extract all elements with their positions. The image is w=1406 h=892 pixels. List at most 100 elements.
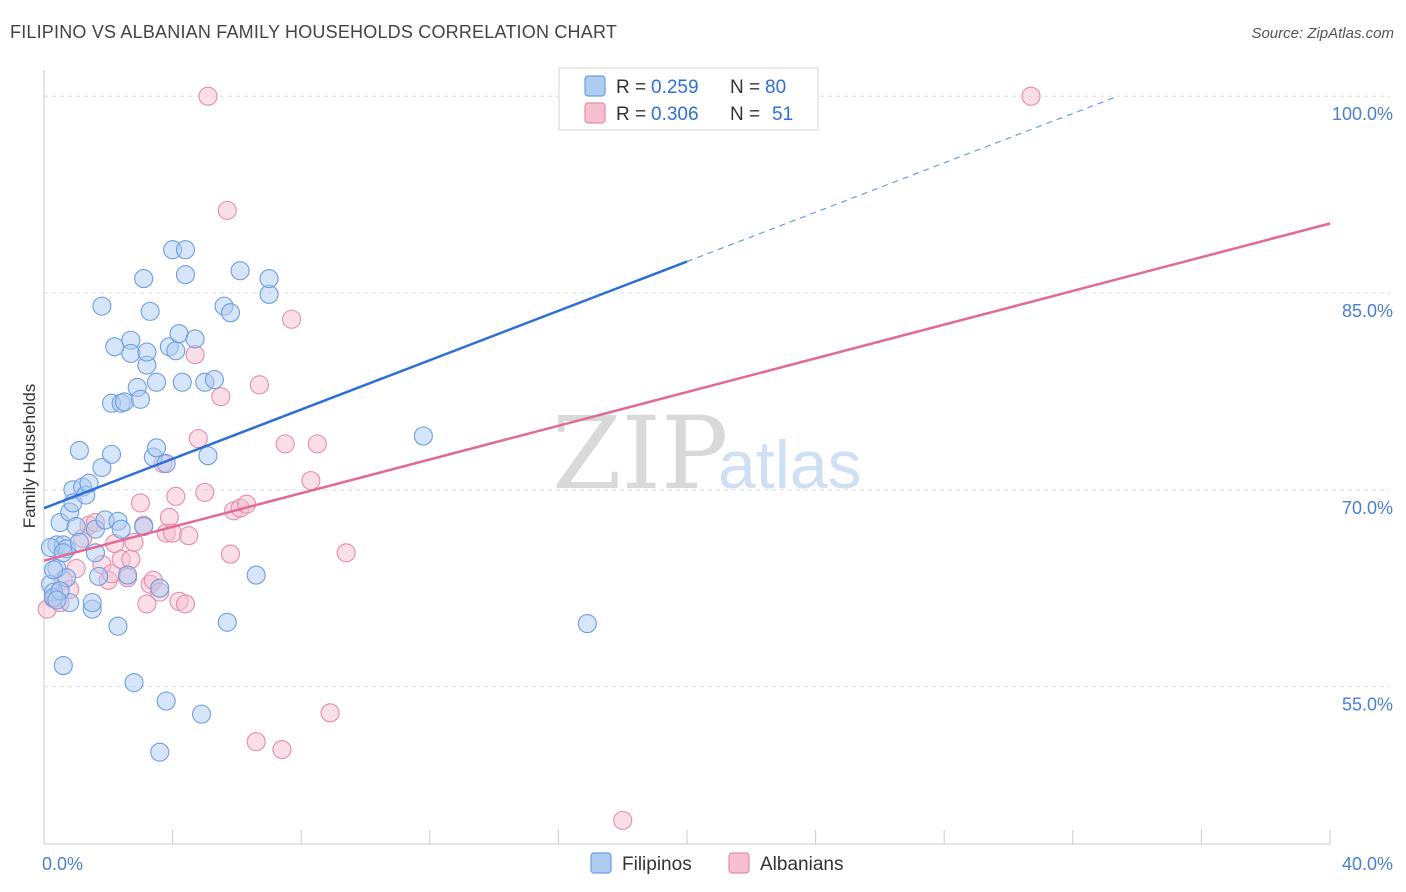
legend-r-label-1: R = [616, 77, 646, 98]
legend-r-value-2: 0.306 [651, 104, 699, 125]
filipino-point-41 [130, 389, 150, 409]
filipino-point-43 [134, 269, 154, 289]
filipino-point-50 [150, 578, 170, 598]
filipino-point-58 [172, 372, 192, 392]
y-tick-label-0: 100.0% [1332, 104, 1393, 124]
legend-n-label-1: N = [730, 77, 760, 98]
filipino-point-36 [118, 565, 138, 585]
watermark: ZIP atlas [552, 395, 862, 512]
y-tick-label-2: 70.0% [1342, 498, 1393, 518]
filipino-point-39 [124, 673, 144, 693]
filipino-point-62 [191, 704, 212, 724]
filipino-point-68 [220, 303, 241, 323]
albanian-point-36 [217, 200, 237, 220]
filipino-point-24 [89, 566, 109, 586]
filipino-point-25 [92, 296, 112, 316]
grid-lines [44, 95, 1390, 688]
legend-r-value-1: 0.259 [651, 77, 699, 98]
filipino-point-77 [47, 590, 67, 610]
albanian-point-19 [137, 594, 157, 614]
filipino-point-67 [217, 612, 237, 632]
albanian-point-41 [246, 732, 266, 752]
filipino-point-60 [175, 265, 196, 285]
albanian-point-44 [275, 434, 295, 454]
albanians-points [37, 86, 1041, 830]
legend-swatch-blue [584, 75, 606, 97]
albanian-point-48 [320, 703, 340, 723]
chart-source: Source: ZipAtlas.com [1251, 25, 1394, 42]
filipino-point-38 [121, 343, 141, 363]
series-swatch-albanians [728, 852, 750, 874]
watermark-atlas: atlas [718, 427, 862, 503]
legend-n-value-2: 51 [772, 104, 793, 125]
filipino-point-56 [166, 341, 186, 361]
filipino-point-65 [204, 370, 224, 390]
albanian-point-49 [336, 543, 356, 563]
axes [43, 70, 1331, 845]
x-tick-label-1: 40.0% [1342, 854, 1393, 874]
series-swatch-filipinos [590, 852, 612, 874]
filipino-point-48 [146, 438, 167, 458]
filipino-point-49 [146, 372, 167, 392]
filipino-point-74 [577, 614, 597, 634]
filipino-point-64 [198, 446, 218, 466]
albanian-point-43 [272, 739, 292, 760]
chart-title: FILIPINO VS ALBANIAN FAMILY HOUSEHOLDS C… [10, 22, 618, 42]
albanian-point-45 [282, 309, 302, 329]
filipino-point-33 [111, 519, 131, 539]
filipino-point-72 [259, 269, 279, 289]
x-tick-label-0: 0.0% [42, 854, 83, 874]
filipino-point-73 [413, 426, 433, 446]
watermark-zip: ZIP [552, 395, 728, 512]
y-axis-label: Family Households [20, 384, 39, 529]
filipino-point-30 [105, 337, 125, 357]
albanian-point-29 [175, 594, 196, 614]
filipino-point-46 [140, 301, 160, 321]
filipino-point-61 [185, 329, 205, 349]
legend-swatch-pink [584, 102, 606, 124]
albanian-point-35 [211, 387, 231, 407]
filipinos-points [40, 240, 597, 762]
filipino-point-16 [69, 440, 89, 460]
filipino-point-53 [156, 691, 176, 711]
albanian-point-50 [613, 810, 633, 830]
albanian-point-42 [249, 375, 269, 395]
filipino-point-69 [230, 261, 250, 281]
filipino-point-70 [246, 565, 266, 585]
legend-n-label-2: N = [730, 104, 760, 125]
series-legend: Filipinos Albanians [590, 852, 843, 875]
x-tick-labels: 0.0% 40.0% [42, 854, 1393, 874]
y-tick-labels: 100.0% 85.0% 70.0% 55.0% [1332, 104, 1393, 714]
albanian-point-17 [130, 493, 150, 513]
filipino-point-45 [137, 342, 157, 362]
albanian-point-30 [179, 526, 199, 546]
filipino-point-14 [66, 516, 86, 537]
albanian-point-37 [220, 544, 241, 564]
series-label-albanians: Albanians [760, 854, 843, 875]
albanian-point-40 [236, 494, 257, 514]
y-tick-label-3: 55.0% [1342, 695, 1393, 715]
series-label-filipinos: Filipinos [622, 854, 692, 875]
albanian-point-51 [1021, 86, 1041, 106]
albanian-point-27 [166, 486, 186, 506]
trend-lines [43, 95, 1331, 562]
legend-r-label-2: R = [616, 104, 646, 125]
filipinos-trend-line [43, 260, 688, 510]
albanian-point-25 [159, 507, 179, 527]
legend-n-value-1: 80 [765, 77, 786, 98]
albanian-point-47 [307, 434, 327, 454]
filipino-point-21 [82, 593, 102, 613]
filipino-point-35 [114, 392, 134, 412]
albanian-point-46 [301, 471, 321, 491]
filipino-point-76 [44, 560, 64, 580]
filipino-point-59 [175, 240, 196, 260]
filipino-point-26 [92, 457, 112, 478]
filipino-point-31 [108, 616, 128, 636]
albanian-point-32 [188, 429, 208, 449]
filipino-point-51 [150, 742, 170, 762]
albanian-point-33 [195, 482, 215, 502]
albanian-point-34 [198, 86, 218, 106]
filipino-point-29 [101, 444, 122, 464]
stats-legend: R = 0.259 N = 80 R = 0.306 N = 51 [558, 67, 819, 131]
